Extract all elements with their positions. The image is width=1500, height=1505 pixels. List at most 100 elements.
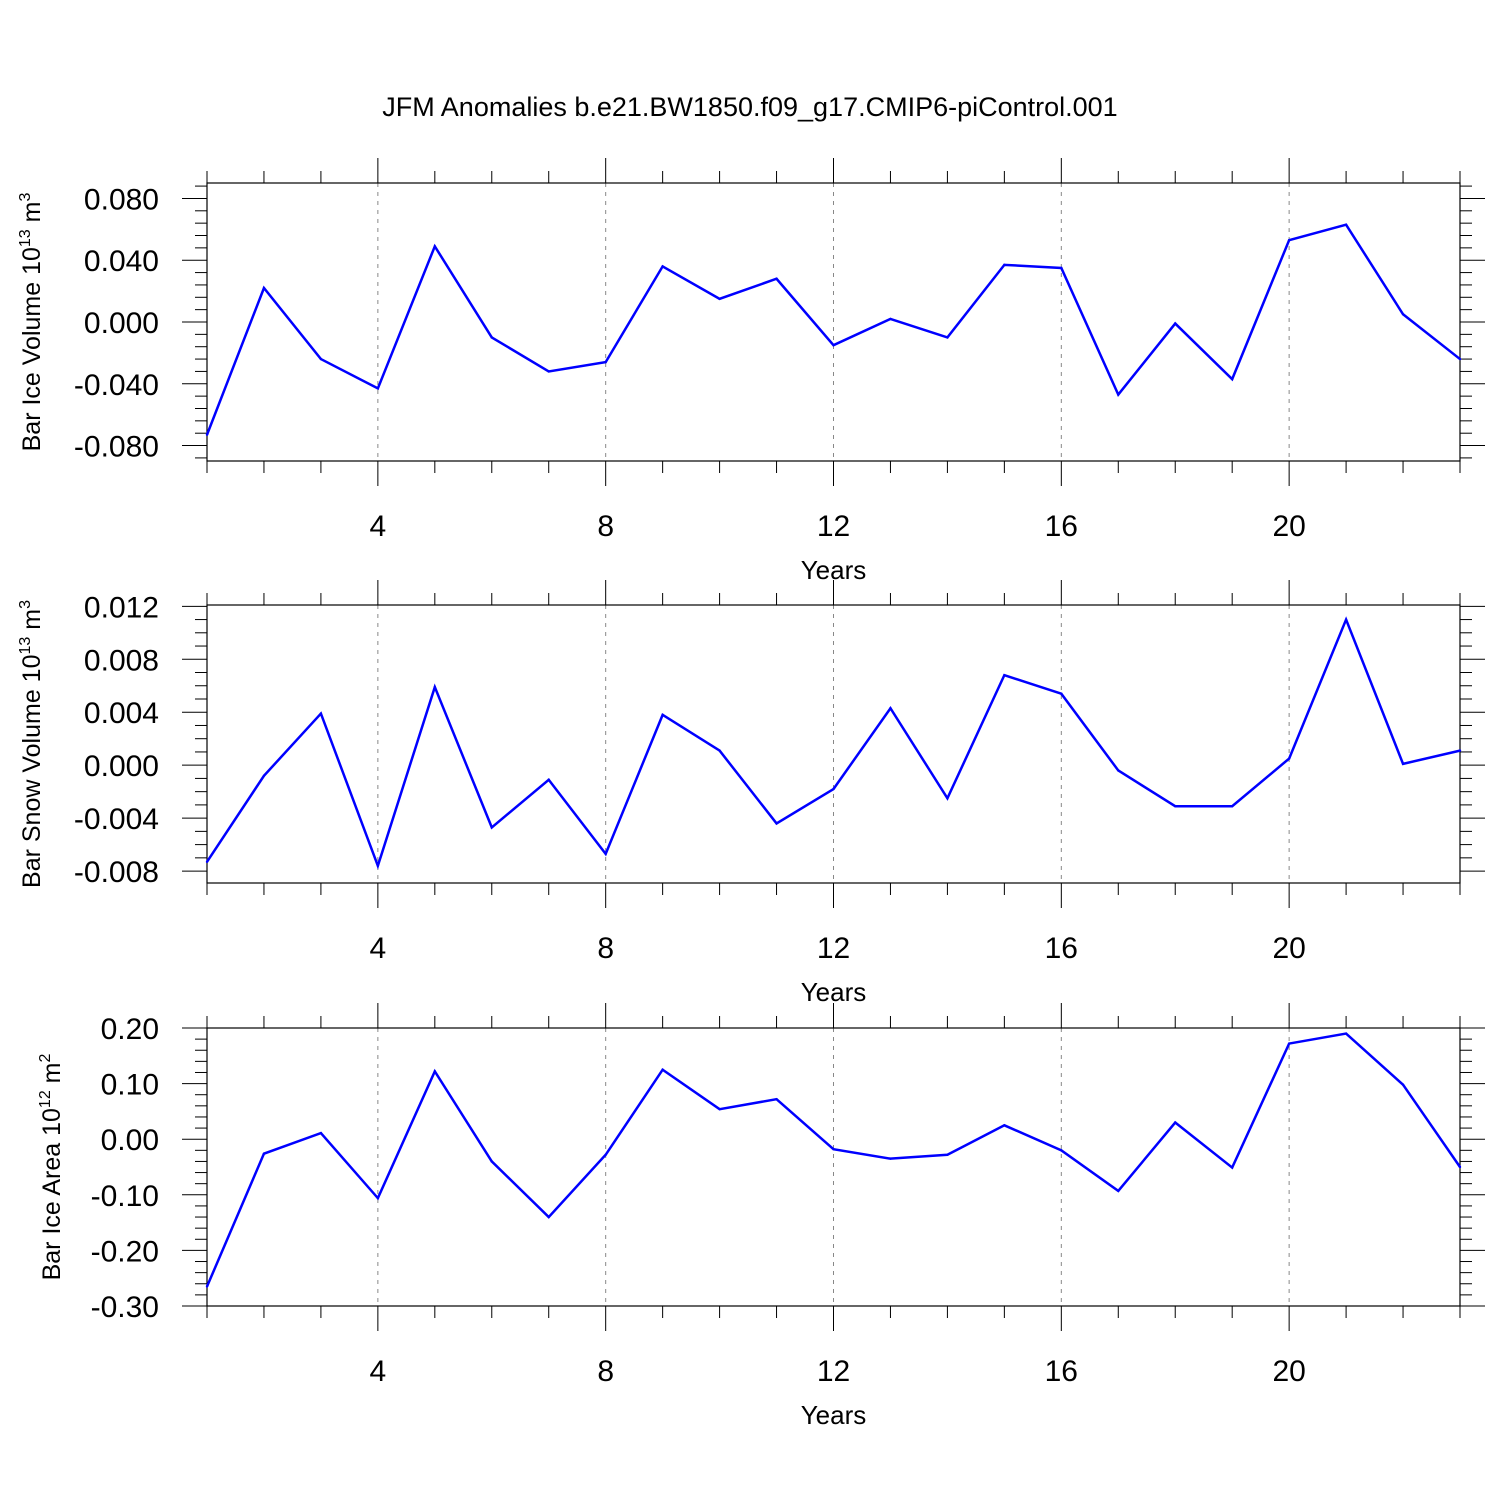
plot-snow-volume: 4 8 12 16 20 -0.008 -0.004 0.000 0.004 0.008 0.012… (17, 580, 1485, 1007)
data-point (1401, 1083, 1405, 1086)
y-axis-label: Bar Ice Volume 1013 m3 (17, 193, 46, 452)
data-point (946, 797, 949, 800)
data-point (1287, 757, 1291, 760)
data-point (262, 286, 266, 290)
data-point (1117, 393, 1120, 396)
data-point (205, 1285, 209, 1288)
y-axis-label: Bar Snow Volume 1013 m3 (17, 600, 46, 888)
data-point (1344, 1032, 1348, 1035)
data-point (490, 336, 493, 339)
data-point (718, 749, 721, 752)
data-point (946, 336, 949, 339)
data-point (433, 685, 437, 689)
data-point (1230, 377, 1234, 381)
data-point (433, 245, 437, 248)
data-point (1174, 1121, 1177, 1124)
figure-title: JFM Anomalies b.e21.BW1850.f09_g17.CMIP6… (382, 92, 1118, 122)
data-point (1401, 313, 1405, 316)
y-tick-label: 0.20 (101, 1013, 159, 1046)
data-point (661, 713, 664, 717)
x-tick-label: 12 (817, 1355, 850, 1388)
data-point (1458, 1165, 1462, 1169)
data-point (1344, 223, 1348, 226)
data-point (1117, 1189, 1120, 1193)
data-point (775, 277, 778, 280)
y-tick-label: -0.004 (74, 803, 159, 836)
data-point (604, 1153, 607, 1156)
x-tick-label: 20 (1272, 510, 1305, 543)
data-point (1287, 238, 1291, 242)
x-tick-label: 8 (597, 932, 614, 965)
y-tick-label: 0.10 (101, 1069, 159, 1102)
y-tick-label: -0.008 (74, 856, 159, 889)
data-point (1060, 692, 1063, 695)
data-point (718, 1107, 721, 1111)
x-tick-label: 12 (817, 932, 850, 965)
data-point (547, 778, 550, 781)
data-point (1060, 266, 1063, 270)
data-point (946, 1153, 949, 1156)
x-tick-label: 8 (597, 1355, 614, 1388)
plot-ice-volume: 4 8 12 16 20-0.080-0.0400.0000.0400.080Years… (17, 158, 1485, 585)
y-tick-label: -0.30 (91, 1291, 159, 1324)
y-tick-label: 0.012 (84, 591, 159, 624)
y-tick-label: 0.000 (84, 750, 159, 783)
x-tick-label: 20 (1272, 1355, 1305, 1388)
x-tick-label: 16 (1045, 1355, 1078, 1388)
series-line-ice-area (205, 1032, 1462, 1288)
plot-ice-area: 4 8 12 16 20 -0.30 -0.20 -0.10 0.00 0.10 0.20 Years… (37, 1003, 1485, 1430)
data-point (1003, 1124, 1006, 1127)
data-point (1344, 618, 1348, 621)
data-point (1174, 805, 1177, 808)
data-point (661, 265, 664, 268)
y-axis-label: Bar Ice Area 1012 m2 (37, 1054, 66, 1281)
data-point (1401, 762, 1405, 766)
data-point (1230, 805, 1234, 808)
data-point (661, 1068, 664, 1071)
data-point (490, 826, 493, 829)
data-point (1230, 1166, 1234, 1169)
data-point (832, 787, 835, 791)
data-point (1003, 673, 1006, 677)
data-point (1117, 769, 1120, 772)
data-point (604, 852, 607, 856)
x-axis-label: Years (801, 977, 867, 1007)
data-point (376, 387, 380, 390)
y-tick-label: 0.00 (101, 1124, 159, 1157)
data-point (1060, 1149, 1063, 1152)
x-tick-label: 4 (370, 932, 387, 965)
data-point (1458, 749, 1462, 752)
data-point (718, 297, 721, 301)
y-tick-label: -0.10 (91, 1180, 159, 1213)
x-tick-label: 4 (370, 510, 387, 543)
y-tick-label: -0.080 (74, 431, 159, 464)
x-tick-label: 20 (1272, 932, 1305, 965)
x-tick-label: 12 (817, 510, 850, 543)
x-tick-label: 16 (1045, 510, 1078, 543)
data-point (319, 712, 323, 715)
data-point (319, 1131, 323, 1135)
data-point (775, 822, 778, 825)
data-point (1174, 322, 1177, 325)
data-point (889, 707, 892, 710)
data-point (262, 774, 266, 777)
data-point (376, 864, 380, 867)
data-point (1287, 1042, 1291, 1045)
data-point (889, 317, 892, 321)
data-point (832, 1148, 835, 1151)
y-tick-label: 0.004 (84, 697, 159, 730)
data-point (376, 1196, 380, 1200)
data-point (262, 1152, 266, 1155)
data-point (1458, 357, 1462, 361)
x-tick-label: 16 (1045, 932, 1078, 965)
data-point (319, 357, 323, 361)
data-point (547, 1215, 550, 1219)
y-tick-label: -0.20 (91, 1235, 159, 1268)
data-point (889, 1157, 892, 1160)
x-tick-label: 8 (597, 510, 614, 543)
data-point (775, 1097, 778, 1101)
data-point (205, 860, 209, 864)
data-point (205, 433, 209, 436)
